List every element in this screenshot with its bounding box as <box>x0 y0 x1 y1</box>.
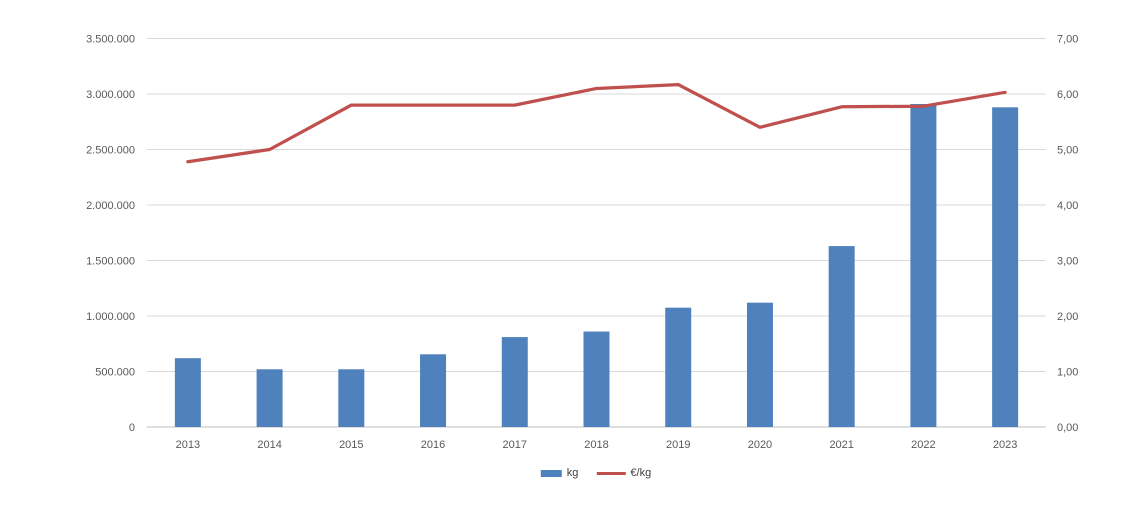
bar-2022[interactable] <box>910 103 937 428</box>
y-axis-left-tick-label: 3.000.000 <box>86 89 135 101</box>
y-axis-left-tick-label: 500.000 <box>95 367 135 379</box>
y-axis-left-tick-label: 2.000.000 <box>86 200 135 212</box>
y-axis-right-tick-label: 5,00 <box>1057 145 1078 157</box>
x-axis-tick-label: 2019 <box>666 439 690 451</box>
y-axis-right-tick-label: 1,00 <box>1057 367 1078 379</box>
bar-2017[interactable] <box>501 337 528 427</box>
x-axis-tick-label: 2021 <box>829 439 853 451</box>
y-axis-left-tick-label: 0 <box>129 422 135 434</box>
bar-2021[interactable] <box>828 246 855 427</box>
y-axis-right-tick-label: 3,00 <box>1057 256 1078 268</box>
legend-item-price[interactable]: €/kg <box>596 467 651 479</box>
x-axis-tick-label: 2023 <box>993 439 1017 451</box>
y-axis-right-tick-label: 0,00 <box>1057 422 1078 434</box>
y-axis-right-tick-label: 4,00 <box>1057 200 1078 212</box>
y-axis-right-tick-label: 7,00 <box>1057 34 1078 46</box>
y-axis-left-tick-label: 1.500.000 <box>86 256 135 268</box>
kg-series-swatch-icon <box>540 469 562 477</box>
price-line[interactable] <box>186 82 1007 164</box>
bar-2023[interactable] <box>992 107 1019 427</box>
x-axis-tick-label: 2016 <box>421 439 445 451</box>
legend-label-price: €/kg <box>630 467 652 479</box>
y-axis-left-tick-label: 3.500.000 <box>86 34 135 46</box>
y-axis-right-tick-label: 6,00 <box>1057 89 1078 101</box>
x-axis-tick-label: 2013 <box>176 439 200 451</box>
y-axis-left-tick-label: 2.500.000 <box>86 145 135 157</box>
bar-2015[interactable] <box>338 369 365 427</box>
chart-legend: kg €/kg <box>540 467 651 479</box>
bar-2014[interactable] <box>256 369 283 427</box>
bar-2013[interactable] <box>174 358 201 427</box>
bar-2016[interactable] <box>420 354 447 427</box>
x-axis-tick-label: 2022 <box>911 439 935 451</box>
x-axis-tick-label: 2017 <box>503 439 527 451</box>
x-axis-tick-label: 2018 <box>584 439 608 451</box>
price-series-swatch-icon <box>596 471 626 475</box>
y-axis-left-tick-label: 1.000.000 <box>86 311 135 323</box>
legend-item-kg[interactable]: kg <box>540 467 579 479</box>
y-axis-right-tick-label: 2,00 <box>1057 311 1078 323</box>
x-axis-tick-label: 2015 <box>339 439 363 451</box>
bar-2019[interactable] <box>665 307 692 427</box>
bar-2018[interactable] <box>583 331 610 427</box>
bar-2020[interactable] <box>746 302 773 427</box>
x-axis-tick-label: 2020 <box>748 439 772 451</box>
x-axis-tick-label: 2014 <box>257 439 281 451</box>
legend-label-kg: kg <box>566 467 579 479</box>
